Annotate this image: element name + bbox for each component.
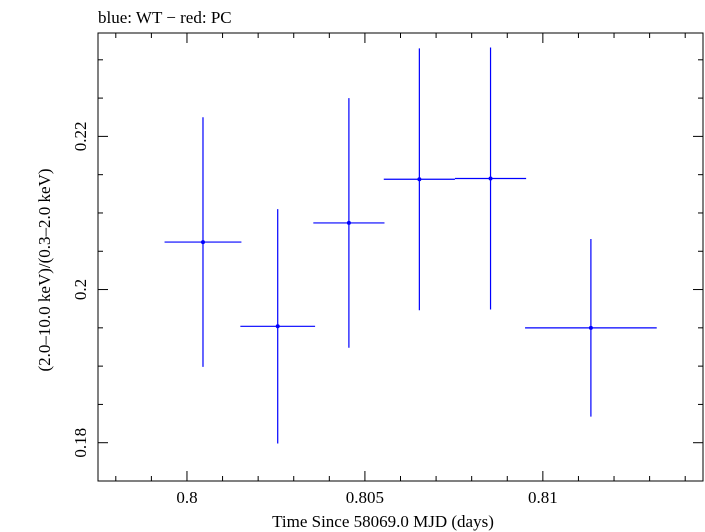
point-marker [588, 325, 593, 330]
y-axis-label: (2.0–10.0 keV)/(0.3–2.0 keV) [35, 168, 54, 371]
y-tick-label: 0.18 [71, 428, 90, 458]
y-axis-ticks: 0.18 0.2 0.22 [71, 59, 703, 482]
y-tick-label: 0.2 [71, 279, 90, 300]
point-marker [417, 177, 422, 182]
data-point [525, 239, 657, 417]
x-tick-label: 0.81 [528, 488, 558, 507]
x-tick-label: 0.805 [346, 488, 384, 507]
data-point [383, 48, 455, 311]
y-tick-label: 0.22 [71, 122, 90, 152]
point-marker [346, 220, 351, 225]
data-point [454, 47, 527, 310]
x-axis-ticks: 0.8 0.805 0.81 [115, 33, 686, 507]
data-point [240, 209, 316, 444]
chart-title: blue: WT − red: PC [98, 8, 232, 27]
point-marker [275, 324, 280, 329]
x-tick-label: 0.8 [176, 488, 197, 507]
plot-frame [97, 32, 704, 482]
point-marker [200, 240, 205, 245]
data-point [313, 98, 385, 348]
data-series [164, 47, 657, 444]
point-marker [488, 176, 493, 181]
data-point [164, 117, 242, 367]
x-axis-label: Time Since 58069.0 MJD (days) [272, 512, 494, 531]
